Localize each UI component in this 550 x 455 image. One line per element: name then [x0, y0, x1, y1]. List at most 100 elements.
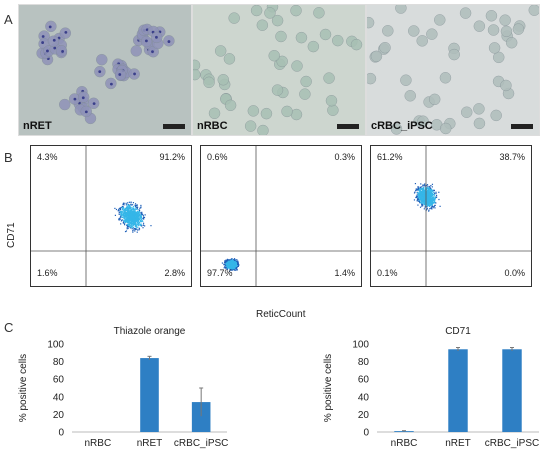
event-dot: [125, 204, 127, 206]
event-dot: [127, 214, 129, 216]
event-dot: [427, 204, 429, 207]
event-dot: [429, 204, 432, 206]
event-dot: [130, 227, 132, 229]
event-dot: [120, 212, 122, 214]
event-dot: [225, 260, 227, 262]
bar: [448, 349, 468, 432]
cell: [473, 117, 486, 130]
event-dot: [423, 193, 425, 196]
cell: [408, 25, 420, 37]
reticulum-stain: [41, 41, 45, 44]
event-dot: [428, 198, 431, 201]
event-dot: [128, 220, 130, 222]
event-dot: [422, 190, 424, 192]
event-dot: [417, 193, 419, 195]
y-tick-label: 40: [358, 392, 370, 403]
event-dot: [429, 201, 431, 203]
event-dot: [430, 199, 432, 201]
event-dot: [135, 214, 137, 217]
reticulum-stain: [46, 49, 49, 53]
cell: [488, 42, 501, 54]
event-dot: [424, 206, 426, 208]
cell: [244, 120, 257, 132]
flow-plot-nrbc: 0.6% 0.3% 97.7% 1.4%: [200, 145, 362, 287]
event-dot: [433, 194, 436, 196]
event-dot: [233, 269, 235, 271]
event-dot: [135, 220, 137, 222]
event-dot: [128, 201, 131, 203]
event-dot: [228, 263, 230, 266]
reticulum-stain: [61, 50, 64, 53]
quadrant-top-right: 0.3%: [334, 152, 355, 162]
event-dot: [118, 217, 120, 220]
event-dot: [129, 210, 131, 212]
event-dot: [231, 264, 233, 266]
cell: [512, 23, 525, 35]
event-dot: [122, 206, 125, 209]
cell: [319, 28, 332, 41]
cell: [400, 74, 412, 86]
event-dot: [134, 216, 136, 219]
cell: [473, 103, 485, 115]
y-tick-label: 60: [358, 375, 370, 386]
event-dot: [139, 219, 142, 222]
event-dot: [431, 208, 433, 210]
x-tick-label: cRBC_iPSC: [485, 438, 539, 449]
event-dot: [422, 204, 424, 206]
event-dot: [138, 222, 140, 224]
event-dot: [226, 261, 228, 264]
event-dot: [423, 199, 425, 202]
event-dot: [223, 267, 225, 269]
event-dot: [132, 231, 134, 233]
event-dot: [125, 202, 127, 204]
event-dot: [420, 183, 422, 185]
cell: [500, 79, 512, 92]
event-dot: [421, 187, 423, 190]
event-dot: [129, 213, 131, 215]
event-dot: [424, 201, 426, 203]
event-dot: [136, 211, 138, 214]
cell: [224, 99, 237, 112]
event-dot: [423, 202, 426, 205]
bar: [502, 349, 522, 432]
event-dot: [141, 214, 143, 216]
event-dot: [139, 212, 141, 214]
event-dot: [434, 207, 436, 209]
event-dot: [224, 266, 226, 268]
event-dot: [428, 193, 430, 195]
cell: [490, 109, 502, 122]
event-dot: [132, 208, 134, 210]
event-dot: [142, 216, 145, 218]
event-dot: [235, 264, 238, 266]
event-dot: [428, 196, 430, 198]
event-dot: [424, 204, 426, 206]
event-dot: [230, 258, 233, 261]
event-dot: [142, 214, 144, 216]
cell: [434, 14, 446, 26]
event-dot: [234, 268, 237, 270]
event-dot: [140, 220, 142, 223]
event-dot: [140, 204, 142, 207]
event-dot: [134, 212, 136, 214]
event-dot: [433, 196, 435, 198]
event-dot: [140, 224, 142, 226]
event-dot: [235, 265, 237, 267]
event-dot: [133, 227, 135, 230]
event-dot: [433, 192, 436, 194]
cell: [395, 5, 407, 14]
event-dot: [433, 206, 435, 208]
cell: [440, 122, 452, 135]
event-dot: [233, 261, 235, 263]
event-dot: [422, 187, 425, 189]
event-dot: [129, 219, 131, 221]
event-dot: [123, 220, 125, 222]
event-dot: [142, 217, 145, 219]
event-dot: [121, 211, 123, 214]
event-dot: [226, 263, 228, 266]
event-dot: [131, 206, 133, 209]
event-dot: [430, 191, 433, 194]
quadrant-bottom-left: 1.6%: [37, 268, 58, 278]
event-dot: [132, 215, 134, 217]
event-dot: [132, 206, 135, 208]
event-dot: [131, 224, 133, 226]
